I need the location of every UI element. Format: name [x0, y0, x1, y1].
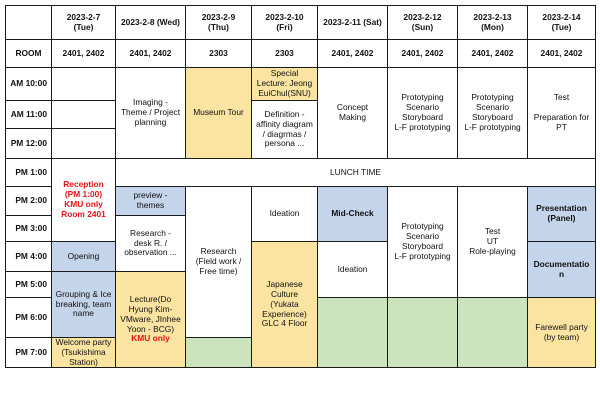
japanese-culture-cell: Japanese Culture (Yukata Experience) GLC… [251, 240, 318, 369]
time-label: PM 12:00 [5, 128, 52, 159]
preview-cell: preview - themes [115, 186, 186, 216]
special-lecture-cell: Special Lecture: Jeong EuiChul(SNU) [251, 67, 318, 101]
lecture-cell: Lecture(Do Hyung Kim- VMware, JInhee Yoo… [115, 270, 186, 369]
schedule-table: 2023-2-7 (Tue) 2023-2-8 (Wed) 2023-2-9 (Th… [5, 5, 596, 369]
room-2: 2303 [185, 39, 252, 68]
imaging-cell: Imaging - Theme / Project planning [115, 67, 186, 159]
room-label: ROOM [5, 39, 52, 68]
prototyping-cell-12: Prototyping Scenario Storyboard L-F prot… [387, 67, 458, 159]
prototyping-cell-12b: Prototyping Scenario Storyboard L-F prot… [387, 186, 458, 298]
empty-cell [51, 100, 116, 129]
room-3: 2303 [251, 39, 318, 68]
concept-making-cell: Concept Making [317, 67, 388, 159]
time-label: PM 7:00 [5, 336, 52, 369]
documentation-cell: Documentatio n [527, 241, 596, 298]
green-block-mon [457, 296, 528, 369]
time-label: PM 5:00 [5, 271, 52, 298]
date-header-2: 2023-2-9 (Thu) [185, 5, 252, 40]
green-block-sat [317, 296, 388, 369]
date-header-1: 2023-2-8 (Wed) [115, 5, 186, 40]
room-1: 2401, 2402 [115, 39, 186, 68]
test-prep-cell: Test Preparation for PT [527, 67, 596, 159]
kmu-only-label: KMU only [131, 333, 170, 344]
corner-cell [5, 5, 52, 40]
date-header-4: 2023-2-11 (Sat) [317, 5, 388, 40]
ideation-cell-10: Ideation [251, 186, 318, 242]
mid-check-cell: Mid-Check [317, 186, 388, 242]
green-block-wed [185, 336, 252, 369]
time-label: PM 3:00 [5, 215, 52, 242]
test-ut-cell: Test UT Role-playing [457, 186, 528, 298]
grouping-cell: Grouping & Ice breaking, team name [51, 271, 116, 338]
date-header-7: 2023-2-14 (Tue) [527, 5, 596, 40]
prototyping-cell-13: Prototyping Scenario Storyboard L-F prot… [457, 67, 528, 159]
lecture-text: Lecture(Do Hyung Kim- VMware, JInhee Yoo… [120, 294, 181, 334]
time-label: PM 2:00 [5, 186, 52, 216]
room-6: 2401, 2402 [457, 39, 528, 68]
time-label: PM 6:00 [5, 297, 52, 338]
definition-cell: Definition - affinity diagram / diagrmas… [251, 100, 318, 159]
lunch-time-cell: LUNCH TIME [115, 158, 596, 187]
empty-cell [51, 67, 116, 101]
research-desk-cell: Research - desk R. / observation ... [115, 215, 186, 272]
green-block-sun [387, 296, 458, 369]
ideation-cell-11: Ideation [317, 241, 388, 298]
time-label: PM 1:00 [5, 158, 52, 187]
reception-cell: Reception (PM 1:00) KMU only Room 2401 [51, 158, 116, 242]
date-header-6: 2023-2-13 (Mon) [457, 5, 528, 40]
time-label: PM 4:00 [5, 241, 52, 272]
date-header-5: 2023-2-12 (Sun) [387, 5, 458, 40]
opening-cell: Opening [51, 241, 116, 272]
room-4: 2401, 2402 [317, 39, 388, 68]
farewell-party-cell: Farewell party (by team) [527, 296, 596, 369]
time-label: AM 10:00 [5, 67, 52, 101]
research-field-cell: Research (Field work / Free time) [185, 186, 252, 338]
time-label: AM 11:00 [5, 100, 52, 129]
empty-cell [51, 128, 116, 159]
date-header-3: 2023-2-10 (Fri) [251, 5, 318, 40]
museum-tour-cell: Museum Tour [185, 67, 252, 159]
room-7: 2401, 2402 [527, 39, 596, 68]
date-header-0: 2023-2-7 (Tue) [51, 5, 116, 40]
welcome-party-cell: Welcome party (Tsukishima Station) [51, 336, 116, 369]
presentation-cell: Presentation (Panel) [527, 186, 596, 242]
room-0: 2401, 2402 [51, 39, 116, 68]
room-5: 2401, 2402 [387, 39, 458, 68]
